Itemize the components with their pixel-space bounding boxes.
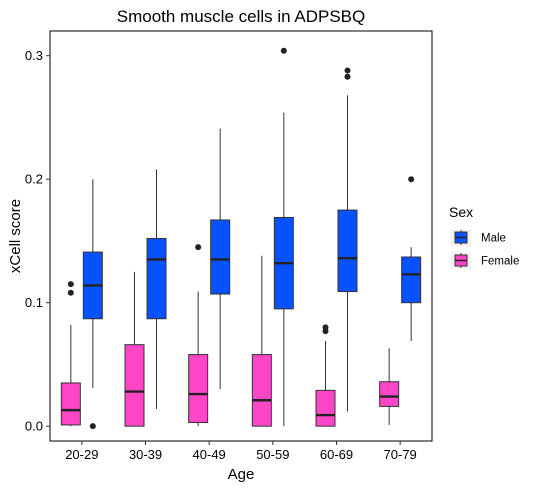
y-axis-title: xCell score <box>7 199 24 273</box>
outlier-point <box>280 47 287 54</box>
y-tick-label: 0.1 <box>25 295 43 310</box>
outlier-point <box>195 244 202 251</box>
box-body <box>315 389 336 427</box>
box-female <box>379 348 400 425</box>
box-body <box>146 237 167 320</box>
box-male <box>146 169 167 409</box>
outlier-point <box>67 289 74 296</box>
outlier-point <box>344 67 351 74</box>
box-body <box>124 344 145 427</box>
legend-label: Female <box>481 256 519 268</box>
x-tick-label: 40-49 <box>193 447 226 462</box>
y-axis: 0.0 0.1 0.2 0.3 <box>25 48 50 434</box>
outlier-point <box>322 324 329 331</box>
y-tick-label: 0.2 <box>25 172 43 187</box>
box-male <box>337 67 358 412</box>
y-tick-label: 0.0 <box>25 419 43 434</box>
box-body <box>188 354 209 423</box>
box-female <box>60 281 81 427</box>
box-body <box>210 219 231 295</box>
box-male <box>273 47 294 427</box>
box-male <box>210 128 231 390</box>
box-body <box>251 354 272 427</box>
legend-label: Male <box>481 233 506 245</box>
box-female <box>315 324 336 427</box>
box-body <box>379 381 400 407</box>
box-female <box>188 244 209 427</box>
box-female <box>251 255 272 427</box>
box-body <box>337 209 358 293</box>
chart-title: Smooth muscle cells in ADPSBQ <box>117 7 365 26</box>
x-tick-label: 20-29 <box>65 447 98 462</box>
box-male <box>401 176 422 341</box>
legend-title: Sex <box>449 204 473 220</box>
box-male <box>82 179 103 430</box>
outlier-point <box>89 423 96 430</box>
x-tick-label: 30-39 <box>129 447 162 462</box>
plot-layer <box>60 47 422 430</box>
outlier-point <box>344 73 351 80</box>
box-body <box>60 382 81 426</box>
plot-panel <box>49 30 433 442</box>
x-tick-label: 50-59 <box>256 447 289 462</box>
legend-item-female: Female <box>451 252 519 269</box>
x-axis: 20-29 30-39 40-49 50-59 60-69 70-79 <box>65 441 417 462</box>
box-body <box>401 256 422 304</box>
outlier-point <box>408 176 415 183</box>
legend-item-male: Male <box>451 229 506 246</box>
x-axis-title: Age <box>228 466 255 483</box>
box-female <box>124 271 145 427</box>
x-tick-label: 70-79 <box>384 447 417 462</box>
legend: Sex Male Female <box>449 204 519 269</box>
x-tick-label: 60-69 <box>320 447 353 462</box>
outlier-point <box>67 281 74 288</box>
y-tick-label: 0.3 <box>25 48 43 63</box>
